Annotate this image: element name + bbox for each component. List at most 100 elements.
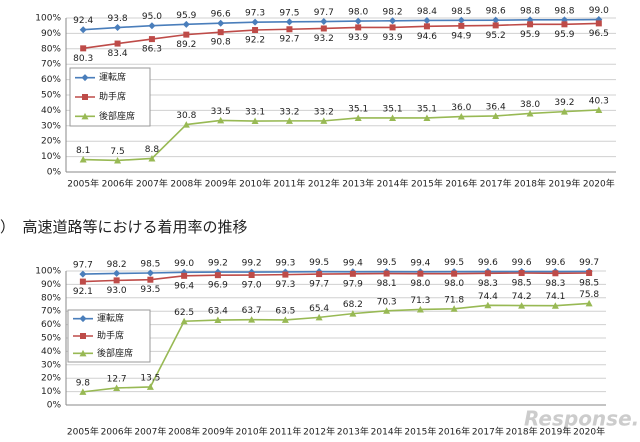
data-label: 63.5 bbox=[275, 306, 295, 316]
y-tick-label: 50% bbox=[41, 334, 61, 344]
y-tick-label: 20% bbox=[41, 374, 61, 384]
x-tick-label: 2008年 bbox=[168, 426, 200, 438]
data-label: 71.3 bbox=[410, 296, 430, 306]
data-label: 97.3 bbox=[275, 280, 295, 290]
x-tick-label: 2018年 bbox=[506, 426, 538, 438]
marker bbox=[595, 20, 602, 27]
data-label: 68.2 bbox=[343, 300, 363, 310]
y-tick-label: 10% bbox=[41, 152, 61, 162]
y-tick-label: 50% bbox=[41, 91, 61, 101]
marker bbox=[79, 278, 86, 285]
data-label: 99.7 bbox=[579, 258, 599, 268]
marker bbox=[113, 269, 121, 277]
data-label: 98.2 bbox=[383, 7, 403, 17]
data-label: 98.6 bbox=[486, 7, 506, 17]
marker bbox=[146, 383, 154, 390]
data-label: 30.8 bbox=[176, 111, 196, 121]
marker bbox=[492, 112, 500, 119]
marker bbox=[518, 302, 526, 309]
marker bbox=[79, 388, 87, 395]
y-tick-label: 60% bbox=[41, 320, 61, 330]
series-line bbox=[83, 18, 599, 31]
marker bbox=[183, 31, 190, 38]
data-label: 38.0 bbox=[520, 100, 540, 110]
x-tick-label: 2010年 bbox=[239, 178, 271, 190]
marker bbox=[182, 121, 190, 128]
marker bbox=[383, 307, 391, 314]
data-label: 97.7 bbox=[314, 8, 334, 18]
x-tick-label: 2020年 bbox=[583, 178, 615, 190]
marker bbox=[457, 113, 465, 120]
data-label: 70.3 bbox=[377, 297, 397, 307]
data-label: 83.4 bbox=[108, 49, 128, 59]
data-label: 93.5 bbox=[140, 285, 160, 295]
data-label: 94.9 bbox=[451, 31, 471, 41]
x-tick-label: 2006年 bbox=[102, 178, 134, 190]
marker bbox=[285, 117, 293, 124]
data-label: 97.5 bbox=[279, 8, 299, 18]
data-label: 98.0 bbox=[444, 279, 464, 289]
data-label: 98.0 bbox=[348, 8, 368, 18]
marker bbox=[423, 16, 431, 24]
data-label: 33.5 bbox=[211, 107, 231, 117]
y-tick-label: 80% bbox=[41, 293, 61, 303]
data-label: 63.4 bbox=[208, 307, 228, 317]
marker bbox=[217, 29, 224, 36]
data-label: 39.2 bbox=[554, 98, 574, 108]
data-label: 99.5 bbox=[309, 258, 329, 268]
y-tick-label: 100% bbox=[35, 14, 61, 24]
x-tick-label: 2015年 bbox=[404, 426, 436, 438]
x-tick-label: 2017年 bbox=[472, 426, 504, 438]
data-label: 98.5 bbox=[512, 279, 532, 289]
data-label: 99.3 bbox=[275, 258, 295, 268]
marker bbox=[560, 108, 568, 115]
marker bbox=[282, 271, 289, 278]
marker bbox=[147, 276, 154, 283]
data-label: 9.8 bbox=[76, 378, 91, 388]
data-label: 92.4 bbox=[73, 16, 93, 26]
data-label: 98.2 bbox=[107, 260, 127, 270]
data-label: 86.3 bbox=[142, 45, 162, 55]
data-label: 99.4 bbox=[343, 258, 363, 268]
marker bbox=[182, 20, 190, 28]
x-tick-label: 2006年 bbox=[101, 426, 133, 438]
marker bbox=[114, 40, 121, 47]
data-label: 99.6 bbox=[478, 258, 498, 268]
data-label: 93.9 bbox=[383, 33, 403, 43]
data-label: 33.1 bbox=[245, 108, 265, 118]
data-label: 33.2 bbox=[314, 107, 334, 117]
y-tick-label: 20% bbox=[41, 137, 61, 147]
marker bbox=[423, 114, 431, 121]
data-label: 36.0 bbox=[451, 103, 471, 113]
marker bbox=[214, 272, 221, 279]
data-label: 74.2 bbox=[512, 292, 532, 302]
marker bbox=[389, 17, 397, 25]
x-tick-label: 2007年 bbox=[136, 178, 168, 190]
data-label: 40.3 bbox=[589, 96, 609, 106]
data-label: 89.2 bbox=[176, 40, 196, 50]
marker bbox=[79, 270, 87, 278]
marker bbox=[527, 21, 534, 28]
data-label: 95.0 bbox=[142, 12, 162, 22]
marker bbox=[354, 114, 362, 121]
marker bbox=[551, 302, 559, 309]
x-tick-label: 2009年 bbox=[205, 178, 237, 190]
x-tick-label: 2013年 bbox=[337, 426, 369, 438]
data-label: 35.1 bbox=[348, 104, 368, 114]
data-label: 93.0 bbox=[107, 286, 127, 296]
marker bbox=[349, 270, 356, 277]
series-line bbox=[82, 302, 590, 393]
marker bbox=[79, 349, 87, 357]
series-line bbox=[83, 22, 599, 50]
legend-label: 運転席 bbox=[97, 312, 124, 324]
marker bbox=[450, 305, 458, 312]
data-label: 96.4 bbox=[174, 281, 194, 291]
marker bbox=[585, 299, 593, 307]
data-label: 99.2 bbox=[208, 259, 228, 269]
series-line bbox=[82, 272, 590, 283]
marker bbox=[349, 310, 357, 317]
marker bbox=[484, 301, 492, 309]
data-label: 71.8 bbox=[444, 295, 464, 305]
data-label: 95.2 bbox=[486, 31, 506, 41]
x-tick-label: 2005年 bbox=[67, 178, 99, 190]
